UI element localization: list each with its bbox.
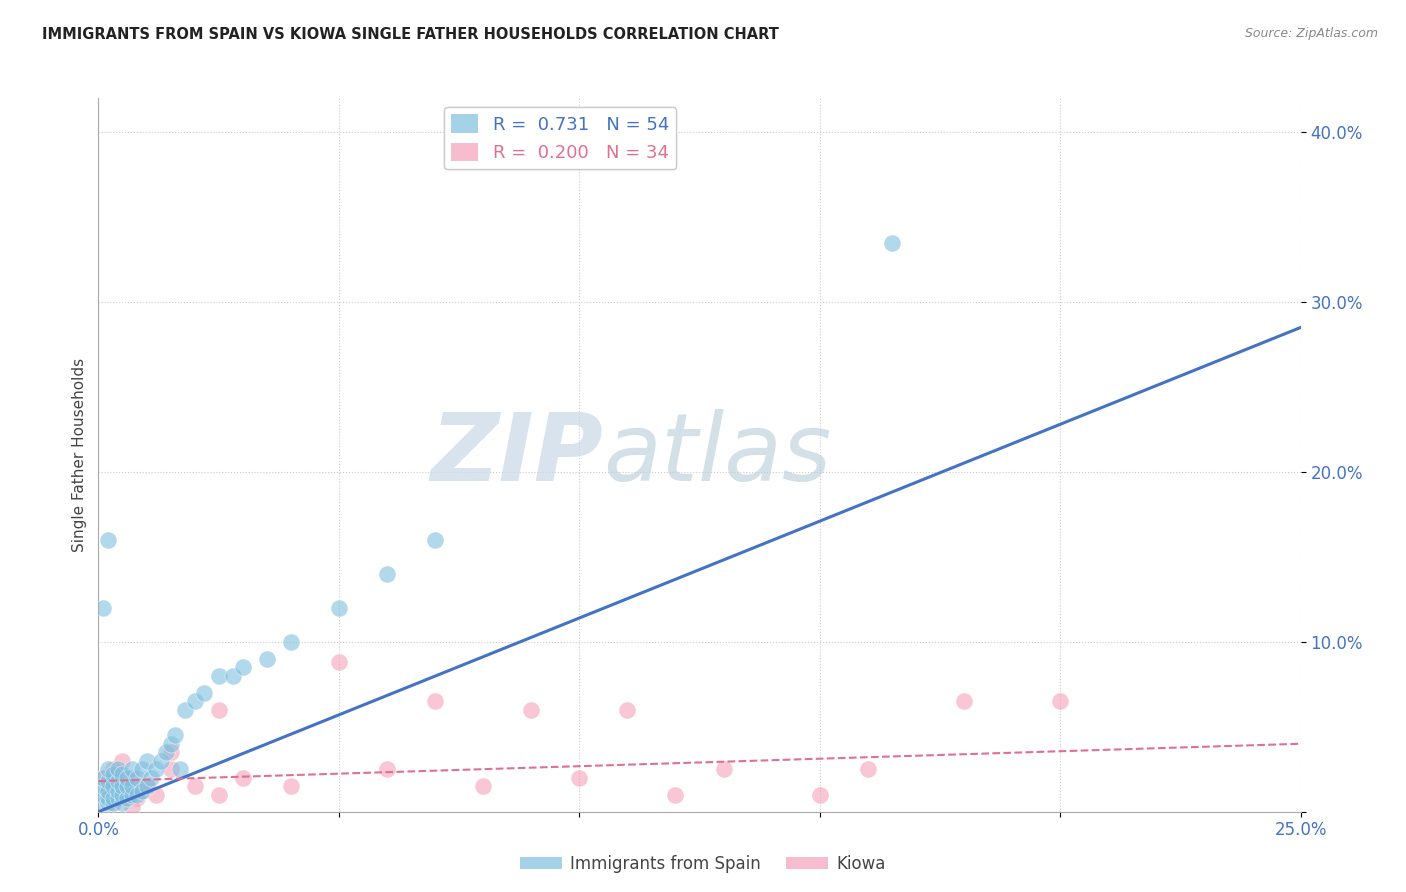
Text: ZIP: ZIP bbox=[430, 409, 603, 501]
Point bbox=[328, 600, 350, 615]
Point bbox=[423, 533, 446, 547]
Point bbox=[91, 788, 114, 802]
Point bbox=[101, 767, 124, 781]
Point bbox=[135, 754, 157, 768]
Point bbox=[808, 788, 831, 802]
Point bbox=[664, 788, 686, 802]
Point bbox=[159, 762, 181, 776]
Point bbox=[97, 774, 120, 789]
Point bbox=[101, 796, 124, 810]
Point bbox=[121, 788, 143, 802]
Point bbox=[91, 771, 114, 785]
Point bbox=[111, 779, 134, 793]
Point bbox=[135, 779, 157, 793]
Text: IMMIGRANTS FROM SPAIN VS KIOWA SINGLE FATHER HOUSEHOLDS CORRELATION CHART: IMMIGRANTS FROM SPAIN VS KIOWA SINGLE FA… bbox=[42, 27, 779, 42]
Point bbox=[328, 655, 350, 669]
Point bbox=[97, 796, 120, 810]
Point bbox=[101, 779, 124, 793]
Point bbox=[117, 788, 139, 802]
Point bbox=[713, 762, 735, 776]
Point bbox=[97, 779, 120, 793]
Point bbox=[131, 762, 153, 776]
Point bbox=[856, 762, 879, 776]
Point bbox=[111, 791, 134, 805]
Point bbox=[107, 762, 129, 776]
Point bbox=[208, 669, 231, 683]
Point bbox=[91, 796, 114, 810]
Point bbox=[222, 669, 245, 683]
Point bbox=[125, 771, 148, 785]
Point bbox=[423, 694, 446, 708]
Point bbox=[155, 745, 177, 759]
Legend: R =  0.731   N = 54, R =  0.200   N = 34: R = 0.731 N = 54, R = 0.200 N = 34 bbox=[444, 107, 676, 169]
Text: Source: ZipAtlas.com: Source: ZipAtlas.com bbox=[1244, 27, 1378, 40]
Point bbox=[97, 533, 120, 547]
Point bbox=[125, 788, 148, 802]
Point bbox=[91, 779, 114, 793]
Point bbox=[135, 779, 157, 793]
Point bbox=[149, 754, 172, 768]
Point bbox=[97, 762, 120, 776]
Point bbox=[183, 694, 205, 708]
Point bbox=[232, 660, 254, 674]
Point bbox=[101, 791, 124, 805]
Point bbox=[107, 774, 129, 789]
Point bbox=[121, 799, 143, 814]
Point bbox=[183, 779, 205, 793]
Text: atlas: atlas bbox=[603, 409, 831, 500]
Point bbox=[121, 762, 143, 776]
Point bbox=[208, 788, 231, 802]
Point bbox=[107, 784, 129, 798]
Point bbox=[159, 737, 181, 751]
Point bbox=[117, 779, 139, 793]
Point bbox=[107, 774, 129, 789]
Point bbox=[280, 779, 302, 793]
Point bbox=[145, 762, 167, 776]
Point bbox=[117, 791, 139, 805]
Point bbox=[159, 745, 181, 759]
Point bbox=[880, 235, 903, 250]
Legend: Immigrants from Spain, Kiowa: Immigrants from Spain, Kiowa bbox=[513, 848, 893, 880]
Point bbox=[375, 762, 398, 776]
Point bbox=[107, 791, 129, 805]
Point bbox=[165, 728, 187, 742]
Point bbox=[101, 796, 124, 810]
Point bbox=[568, 771, 591, 785]
Point bbox=[111, 788, 134, 802]
Point bbox=[91, 771, 114, 785]
Point bbox=[520, 703, 543, 717]
Point bbox=[121, 771, 143, 785]
Point bbox=[101, 762, 124, 776]
Point bbox=[375, 566, 398, 581]
Point bbox=[121, 779, 143, 793]
Point bbox=[169, 762, 191, 776]
Y-axis label: Single Father Households: Single Father Households bbox=[72, 358, 87, 552]
Point bbox=[117, 771, 139, 785]
Point bbox=[125, 791, 148, 805]
Point bbox=[953, 694, 976, 708]
Point bbox=[1049, 694, 1071, 708]
Point bbox=[280, 635, 302, 649]
Point bbox=[145, 788, 167, 802]
Point bbox=[141, 771, 163, 785]
Point bbox=[131, 784, 153, 798]
Point bbox=[111, 767, 134, 781]
Point bbox=[97, 791, 120, 805]
Point bbox=[256, 652, 278, 666]
Point bbox=[208, 703, 231, 717]
Point bbox=[174, 703, 197, 717]
Point bbox=[97, 784, 120, 798]
Point bbox=[193, 686, 215, 700]
Point bbox=[616, 703, 638, 717]
Point bbox=[111, 796, 134, 810]
Point bbox=[91, 600, 114, 615]
Point bbox=[131, 784, 153, 798]
Point bbox=[232, 771, 254, 785]
Point bbox=[111, 754, 134, 768]
Point bbox=[472, 779, 495, 793]
